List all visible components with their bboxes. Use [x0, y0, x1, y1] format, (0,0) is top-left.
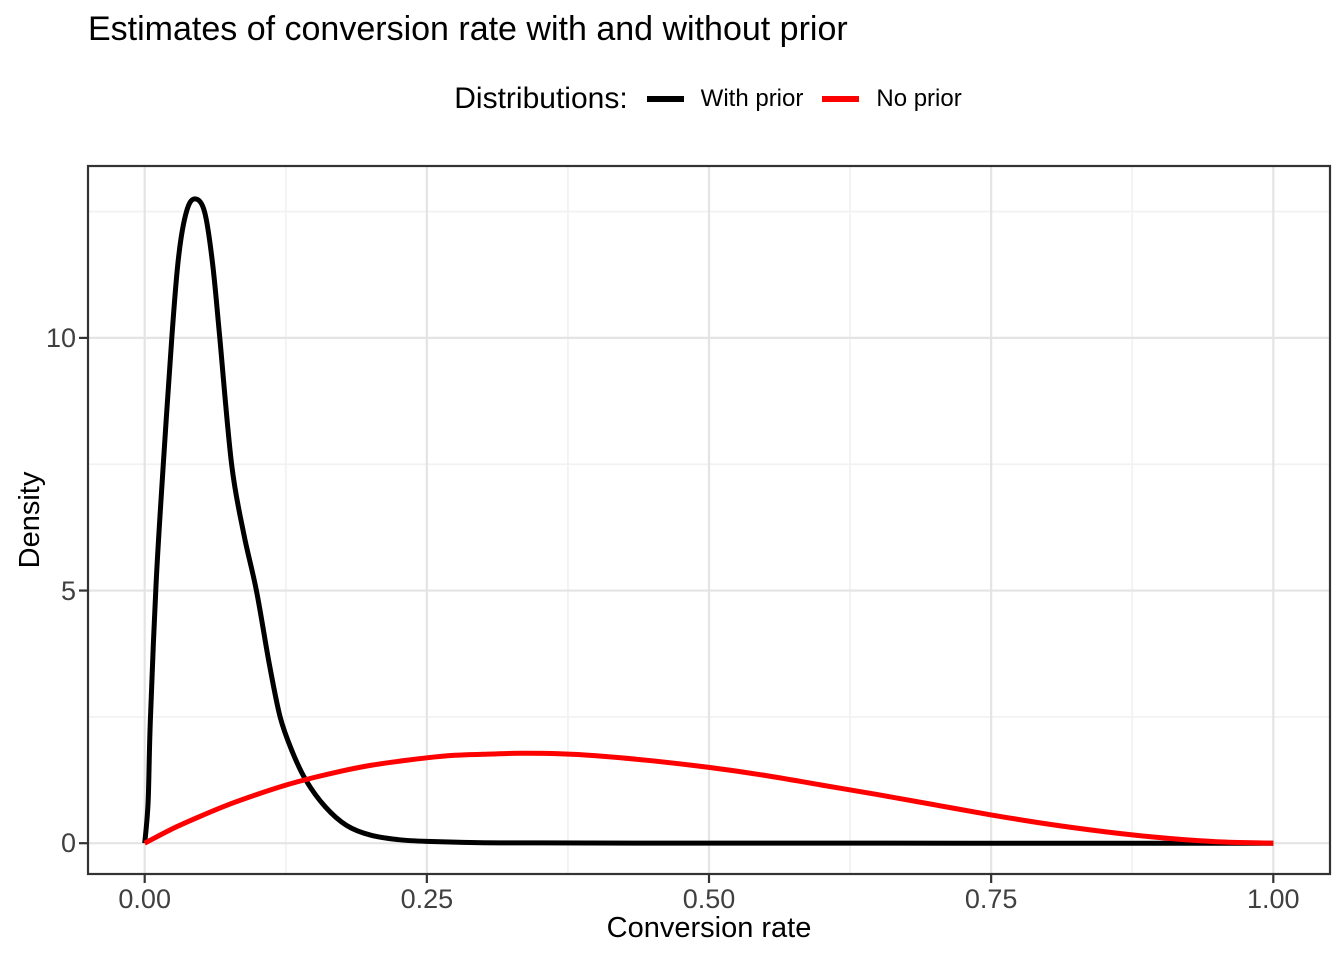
legend-line-swatch: [822, 96, 860, 102]
legend-title: Distributions:: [454, 82, 628, 115]
x-axis-title: Conversion rate: [606, 912, 812, 944]
x-tick-label: 0.00: [118, 884, 171, 914]
x-tick-label: 0.75: [964, 884, 1018, 914]
legend-item-with-prior: With prior: [646, 85, 804, 113]
curve-no-prior: [143, 750, 1274, 846]
chart-title: Estimates of conversion rate with and wi…: [88, 10, 848, 48]
legend-label: No prior: [876, 85, 962, 112]
y-axis-title: Density: [14, 471, 46, 569]
x-tick-label: 0.50: [682, 884, 736, 914]
legend: Distributions: With prior No prior: [36, 74, 1344, 124]
x-tick-label: 0.25: [400, 884, 454, 914]
y-tick-label: 0: [60, 828, 76, 859]
x-tick-label: 1.00: [1247, 884, 1300, 914]
legend-label: With prior: [700, 85, 804, 112]
legend-item-no-prior: No prior: [822, 85, 962, 113]
curve-with-prior: [142, 196, 1274, 846]
legend-items: With prior No prior: [646, 85, 962, 113]
y-tick-label: 10: [45, 322, 76, 353]
y-tick-label: 5: [60, 575, 76, 606]
legend-line-swatch: [646, 96, 684, 102]
